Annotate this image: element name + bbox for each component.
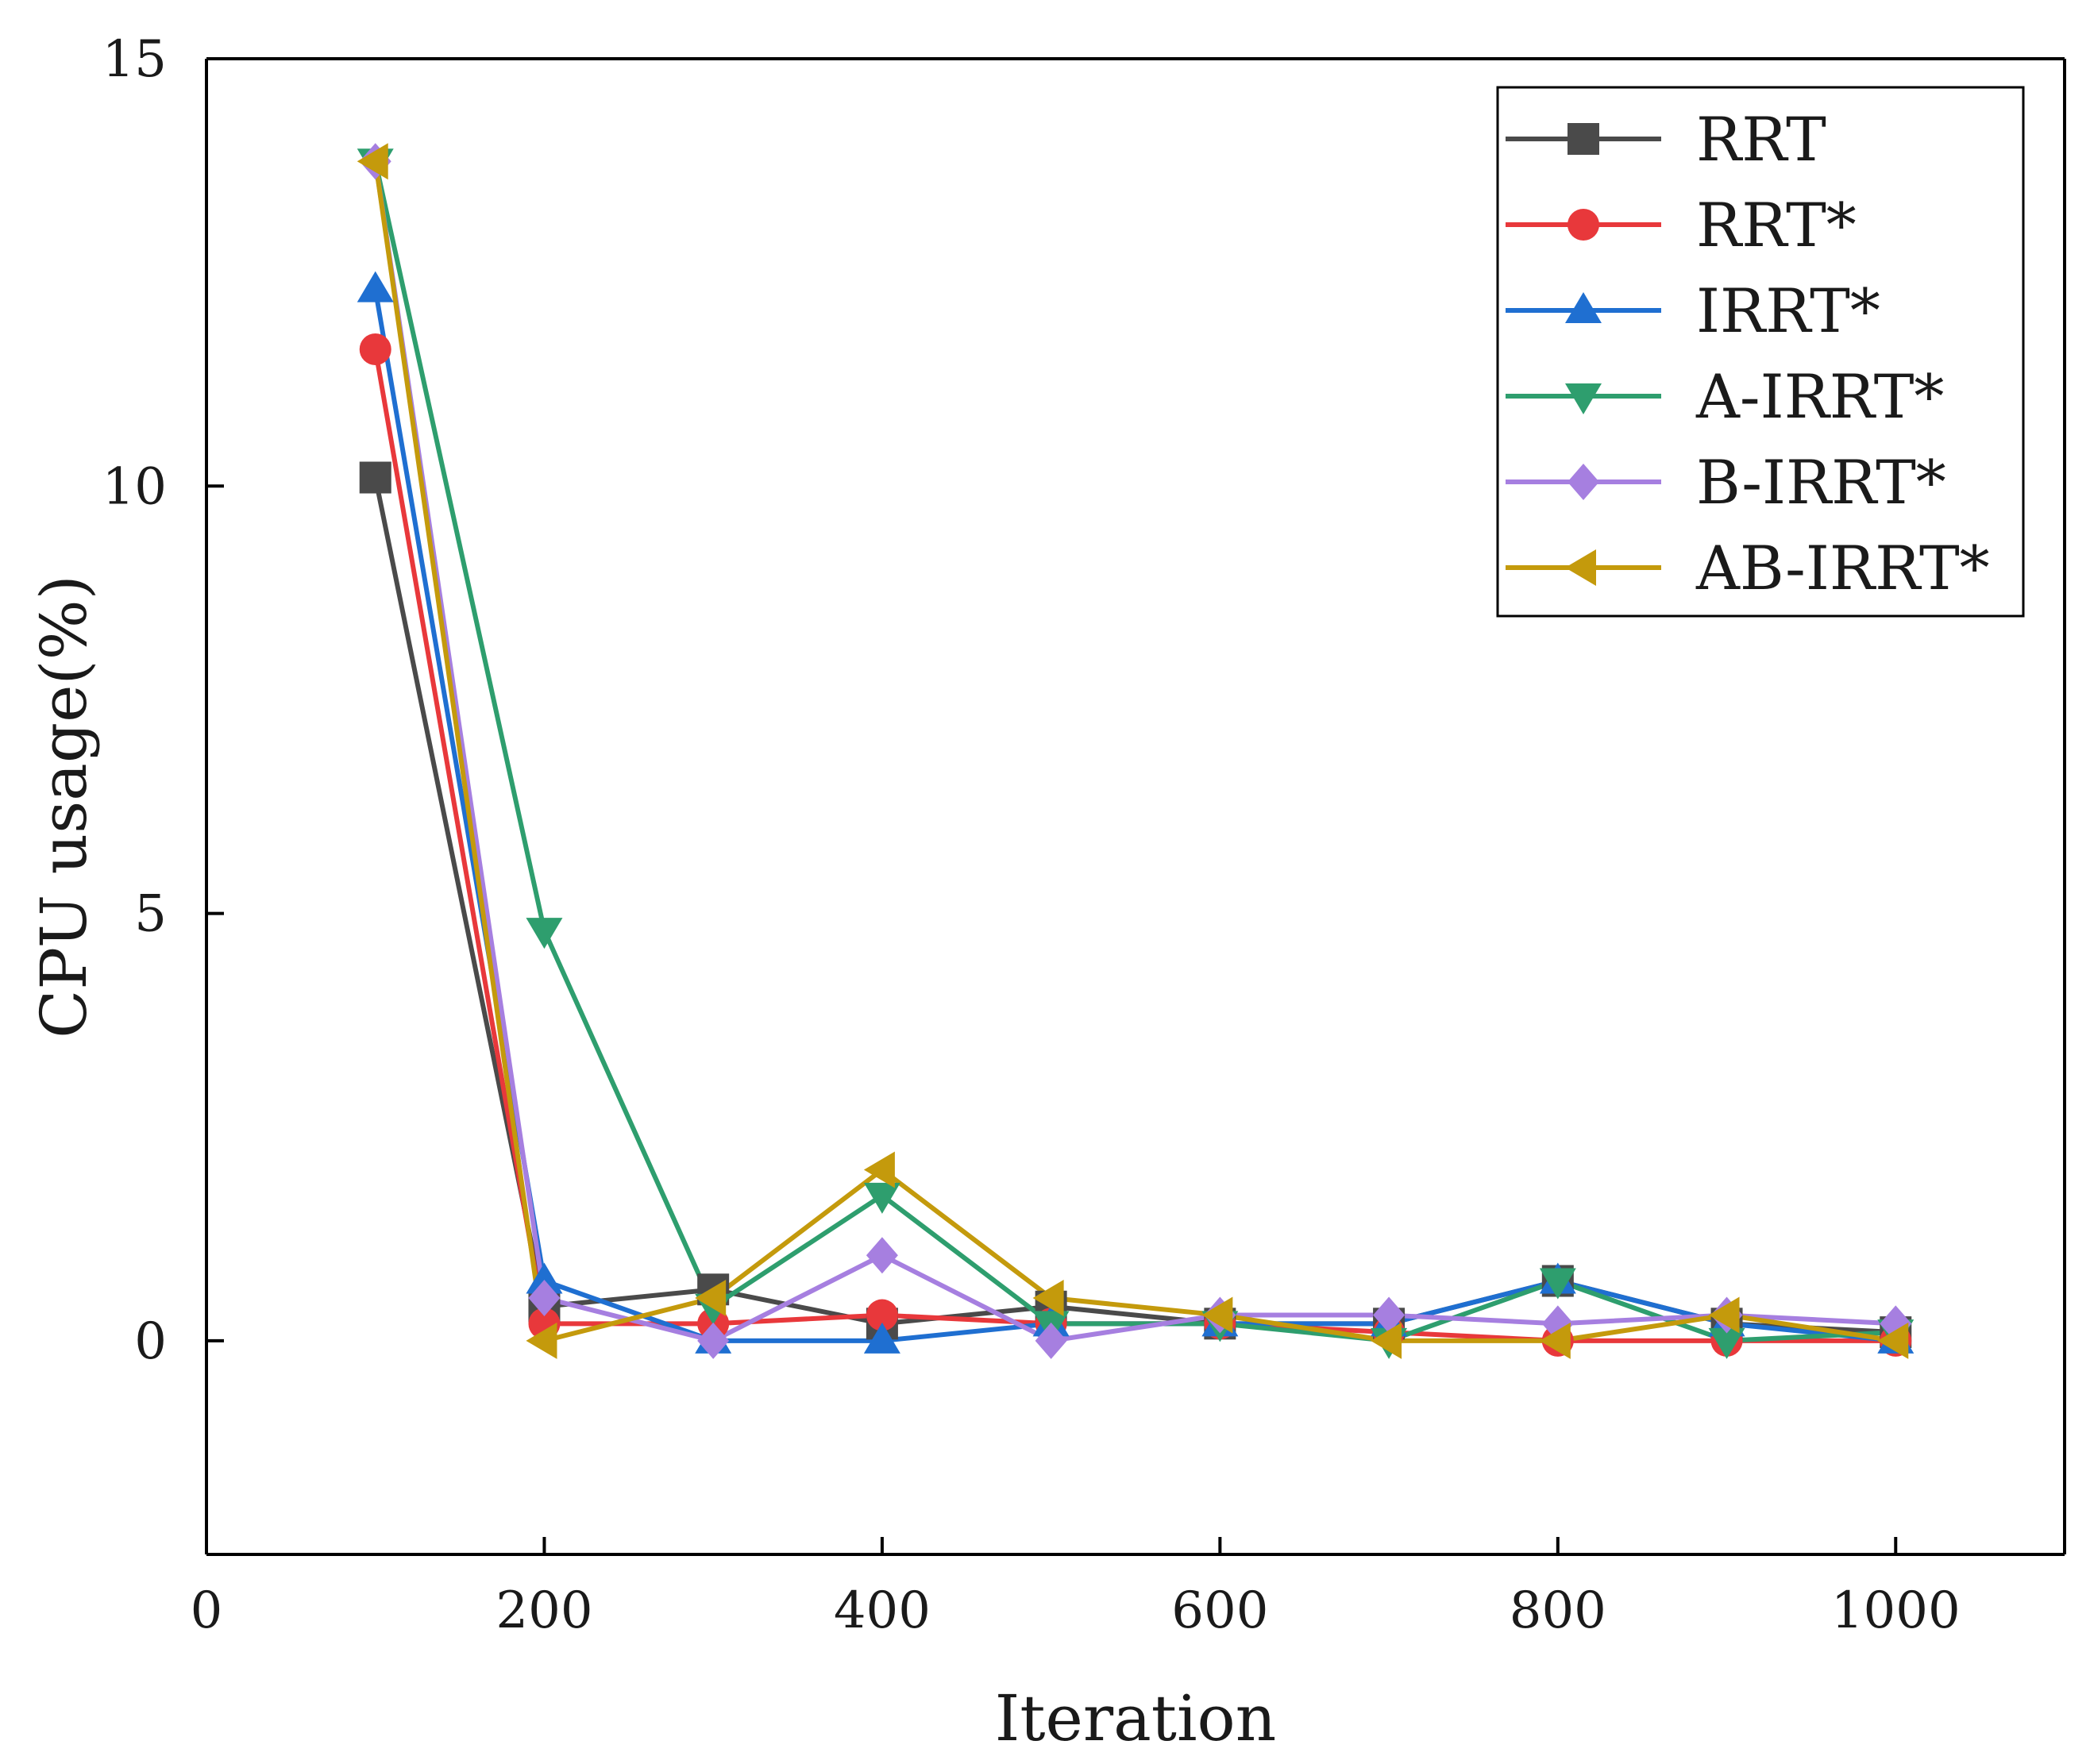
- plot-markers: [357, 143, 1915, 1359]
- legend-item-a-irrt-star: A-IRRT*: [1506, 361, 1944, 432]
- legend-label: B-IRRT*: [1696, 447, 1946, 518]
- legend-marker: [1565, 292, 1602, 323]
- axes-frame: [205, 57, 2066, 1556]
- data-point-ab-irrt-star: [1201, 1296, 1233, 1334]
- data-point-b-irrt-star: [1035, 1322, 1067, 1359]
- legend-box: [1496, 86, 2025, 618]
- plot-lines: [372, 160, 1896, 1343]
- x-axis-title: Iteration: [995, 1681, 1276, 1755]
- data-point-ab-irrt-star: [357, 143, 388, 180]
- series-line-a-irrt-star: [372, 160, 1896, 1343]
- data-point-ab-irrt-star: [526, 1322, 557, 1359]
- y-tick-label: 15: [102, 30, 167, 89]
- data-point-a-irrt-star: [863, 1182, 900, 1214]
- data-point-a-irrt-star: [526, 918, 563, 949]
- legend-item-b-irrt-star: B-IRRT*: [1506, 447, 1946, 518]
- legend-item-rrt: RRT: [1506, 104, 1826, 175]
- legend-label: IRRT*: [1696, 275, 1880, 346]
- series-line-ab-irrt-star: [372, 160, 1896, 1343]
- data-point-ab-irrt-star: [863, 1151, 895, 1188]
- data-point-ab-irrt-star: [1708, 1296, 1740, 1334]
- legend-item-ab-irrt-star: AB-IRRT*: [1506, 533, 1990, 603]
- legend-marker: [1568, 209, 1599, 241]
- legend-label: AB-IRRT*: [1695, 533, 1990, 603]
- data-point-irrt-star: [357, 271, 394, 302]
- data-point-irrt-star: [863, 1322, 900, 1354]
- data-point-ab-irrt-star: [1032, 1280, 1064, 1317]
- legend-marker: [1565, 549, 1596, 586]
- y-tick-label: 5: [134, 885, 167, 944]
- y-tick-label: 10: [102, 457, 167, 516]
- data-point-ab-irrt-star: [1539, 1322, 1571, 1359]
- y-axis-title: CPU usage(%): [27, 575, 101, 1038]
- legend-label: RRT: [1696, 104, 1826, 175]
- data-point-ab-irrt-star: [695, 1280, 727, 1317]
- legend-item-rrt-star: RRT*: [1506, 190, 1857, 260]
- legend-label: RRT*: [1696, 190, 1857, 260]
- x-tick-label: 0: [191, 1581, 223, 1640]
- data-point-a-irrt-star: [1708, 1327, 1745, 1359]
- x-tick-label: 800: [1510, 1581, 1606, 1640]
- data-point-irrt-star: [526, 1262, 563, 1294]
- y-ticks: 0 5 10 15: [102, 30, 224, 1371]
- x-tick-label: 200: [496, 1581, 592, 1640]
- legend-marker: [1565, 383, 1602, 414]
- y-tick-label: 0: [134, 1312, 167, 1371]
- data-point-b-irrt-star: [866, 1237, 898, 1274]
- data-point-a-irrt-star: [1539, 1268, 1576, 1300]
- legend-marker: [1568, 123, 1599, 155]
- data-point-b-irrt-star: [528, 1280, 561, 1317]
- legend-item-irrt-star: IRRT*: [1506, 275, 1880, 346]
- data-point-rrt-star: [866, 1299, 898, 1331]
- legend-label: A-IRRT*: [1695, 361, 1944, 432]
- legend: RRT RRT* IRRT* A-IRRT* B-IRRT* AB-IRRT*: [1496, 86, 2025, 618]
- data-point-ab-irrt-star: [1877, 1322, 1909, 1359]
- data-point-ab-irrt-star: [1371, 1322, 1402, 1359]
- x-tick-label: 400: [834, 1581, 931, 1640]
- legend-marker: [1568, 464, 1599, 500]
- data-point-rrt-star: [359, 333, 391, 366]
- x-ticks: 0 200 400 600 800 1000: [191, 1537, 1961, 1640]
- x-tick-label: 600: [1171, 1581, 1268, 1640]
- data-point-b-irrt-star: [697, 1322, 730, 1359]
- legend-items: RRT RRT* IRRT* A-IRRT* B-IRRT* AB-IRRT*: [1506, 104, 1990, 603]
- data-point-rrt: [359, 461, 391, 494]
- x-tick-label: 1000: [1831, 1581, 1961, 1640]
- data-point-b-irrt-star: [1373, 1296, 1406, 1334]
